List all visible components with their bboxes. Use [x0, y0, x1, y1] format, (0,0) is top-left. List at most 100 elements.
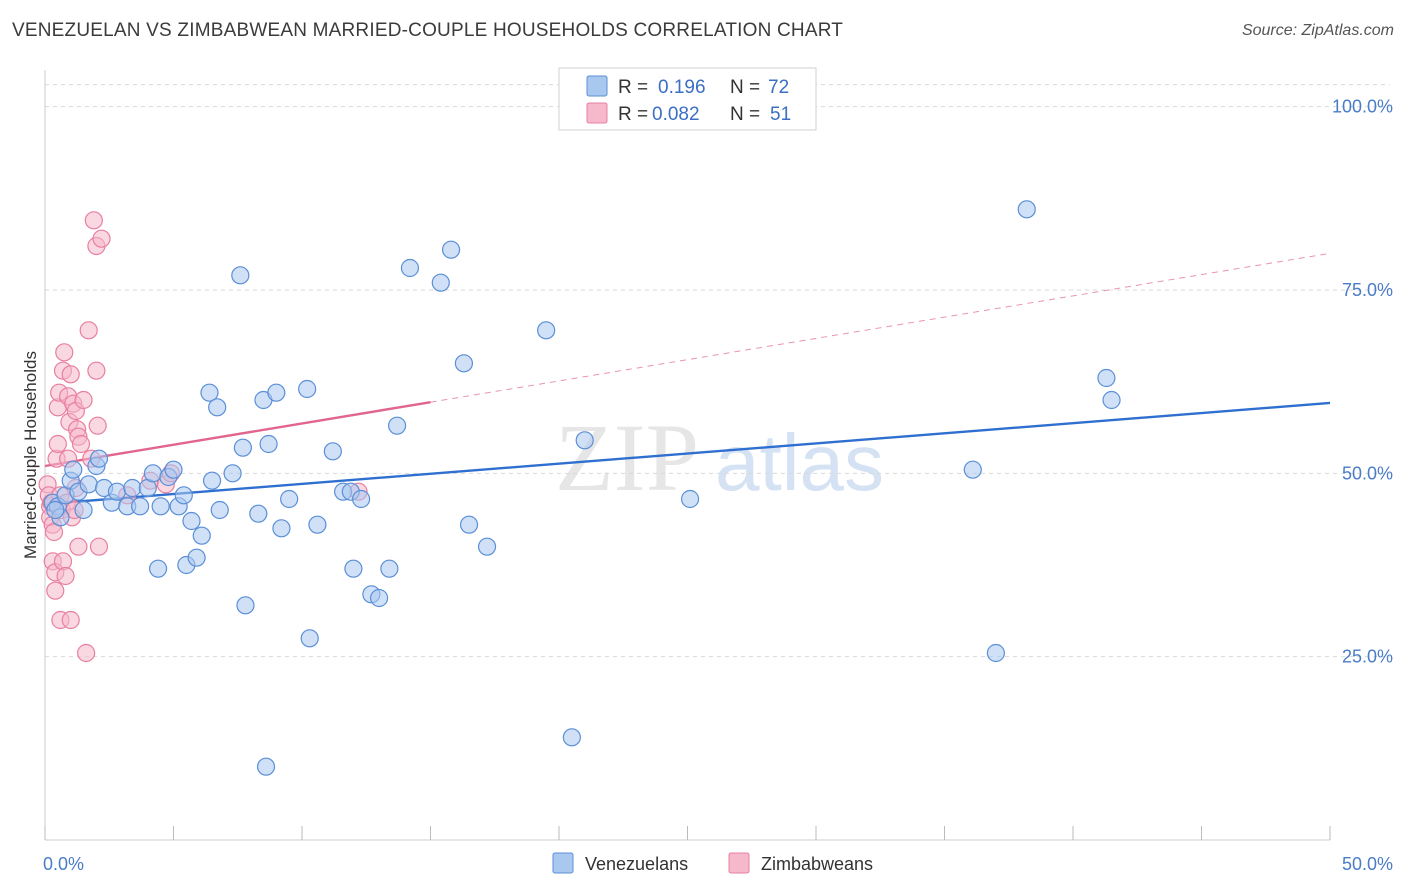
point-venezuelans [1017, 200, 1036, 219]
point-venezuelans [130, 497, 150, 516]
legend-n-value-1: 72 [768, 77, 789, 98]
point-venezuelans [352, 489, 371, 509]
point-venezuelans [79, 475, 98, 494]
point-venezuelans [64, 460, 83, 479]
point-zimbabweans [55, 343, 74, 362]
point-venezuelans [148, 559, 168, 578]
point-venezuelans [370, 588, 389, 608]
point-venezuelans [680, 489, 700, 509]
axes: 25.0% 50.0% 75.0% 100.0% 0.0% 50.0% [43, 70, 1393, 874]
point-venezuelans [1102, 390, 1121, 410]
point-venezuelans [74, 500, 93, 520]
legend-swatch-zimbabweans [586, 102, 608, 124]
point-zimbabweans [87, 361, 106, 380]
point-venezuelans [300, 629, 319, 648]
point-zimbabweans [84, 211, 103, 230]
point-venezuelans [236, 596, 255, 615]
bottom-legend-label-zimbabweans: Zimbabweans [761, 854, 873, 874]
point-venezuelans [231, 266, 250, 285]
point-venezuelans [202, 471, 222, 490]
legend-n-value-2: 51 [770, 104, 791, 125]
x-tick-label: 0.0% [43, 854, 84, 874]
point-venezuelans [200, 383, 219, 402]
point-venezuelans [123, 478, 142, 498]
point-venezuelans [174, 486, 193, 505]
grid-lines [45, 84, 1390, 658]
watermark-atlas: atlas [715, 418, 884, 507]
point-venezuelans [323, 442, 342, 461]
point-venezuelans [272, 519, 291, 538]
bottom-legend-label-venezuelans: Venezuelans [585, 854, 688, 874]
legend-r-label-2: R = [618, 104, 648, 125]
legend-r-value-2: 0.082 [652, 104, 700, 125]
point-venezuelans [256, 757, 276, 776]
point-venezuelans [477, 537, 497, 556]
point-venezuelans [344, 559, 363, 578]
point-zimbabweans [88, 416, 107, 435]
point-venezuelans [562, 728, 581, 747]
bottom-legend-swatch-venezuelans [552, 852, 574, 874]
point-venezuelans [400, 258, 420, 278]
point-zimbabweans [61, 365, 80, 384]
point-zimbabweans [74, 390, 93, 410]
trend-line-extension-zimbabweans [430, 252, 1331, 403]
point-venezuelans [192, 526, 211, 545]
point-zimbabweans [89, 537, 109, 556]
point-venezuelans [233, 438, 252, 457]
point-venezuelans [280, 489, 299, 509]
point-zimbabweans [79, 321, 98, 340]
trend-lines [44, 252, 1331, 506]
legend-n-label-2: N = [730, 104, 760, 125]
point-venezuelans [459, 515, 479, 534]
legend-r-value-1: 0.196 [658, 77, 706, 98]
point-venezuelans [210, 500, 229, 520]
point-venezuelans [143, 464, 163, 483]
data-points [38, 200, 1121, 776]
y-tick-label: 25.0% [1342, 647, 1393, 667]
trend-line-venezuelans [44, 401, 1331, 506]
legend-n-label-1: N = [730, 77, 760, 98]
point-zimbabweans [69, 537, 88, 556]
point-venezuelans [259, 434, 278, 454]
bottom-legend: Venezuelans Zimbabweans [552, 852, 873, 874]
x-tick-label: 50.0% [1342, 854, 1393, 874]
point-zimbabweans [77, 643, 96, 663]
point-venezuelans [387, 416, 407, 435]
point-venezuelans [89, 449, 109, 468]
point-zimbabweans [46, 581, 65, 600]
source-credit: Source: ZipAtlas.com [1241, 22, 1394, 39]
point-venezuelans [267, 383, 286, 402]
y-axis-title: Married-couple Households [21, 351, 40, 559]
point-venezuelans [454, 354, 474, 373]
point-venezuelans [151, 497, 170, 516]
trend-line-zimbabweans [44, 401, 431, 468]
legend-swatch-venezuelans [586, 75, 608, 97]
point-venezuelans [223, 464, 242, 483]
point-venezuelans [249, 504, 268, 523]
point-venezuelans [575, 431, 594, 450]
y-tick-label: 50.0% [1342, 463, 1393, 483]
point-zimbabweans [71, 434, 91, 454]
point-venezuelans [380, 559, 399, 578]
point-venezuelans [537, 321, 556, 340]
point-venezuelans [963, 460, 982, 479]
point-zimbabweans [61, 610, 80, 630]
point-venezuelans [431, 273, 450, 292]
point-venezuelans [298, 379, 317, 399]
point-venezuelans [308, 515, 327, 534]
bottom-legend-swatch-zimbabweans [728, 852, 750, 874]
legend: R = 0.196 N = 72 R = 0.082 N = 51 [558, 67, 817, 131]
y-tick-label: 75.0% [1342, 280, 1393, 300]
point-zimbabweans [48, 434, 67, 454]
point-venezuelans [182, 511, 201, 531]
point-venezuelans [441, 240, 461, 259]
point-venezuelans [46, 500, 65, 520]
chart-title: VENEZUELAN VS ZIMBABWEAN MARRIED-COUPLE … [12, 20, 844, 41]
point-venezuelans [986, 643, 1006, 663]
point-venezuelans [164, 460, 183, 479]
point-zimbabweans [56, 566, 75, 586]
y-tick-label: 100.0% [1332, 97, 1393, 117]
point-venezuelans [1097, 368, 1116, 388]
legend-r-label-1: R = [618, 77, 648, 98]
